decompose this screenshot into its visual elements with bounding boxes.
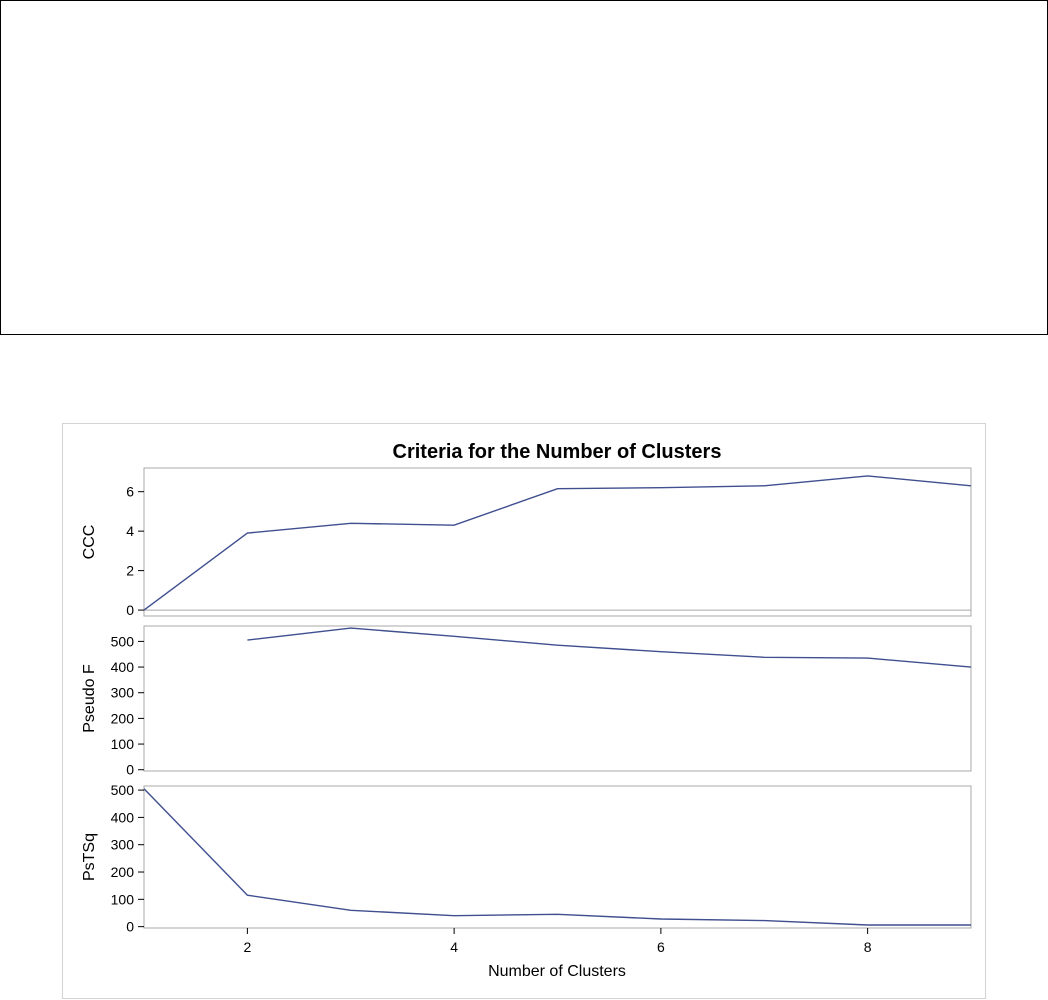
pstsq-y-tick-label: 200 <box>111 864 135 880</box>
ccc-y-tick-label: 6 <box>126 484 134 500</box>
ccc-data-point <box>246 532 249 535</box>
ccc-data-point <box>970 484 973 487</box>
ccc-y-axis-label: CCC <box>81 525 98 560</box>
ccc-y-tick-label: 2 <box>126 563 134 579</box>
ccc-data-point <box>659 486 662 489</box>
pseudo-f-data-point <box>970 666 973 669</box>
pstsq-data-point <box>659 917 662 920</box>
pseudo-f-data-point <box>556 644 559 647</box>
pseudo-f-y-tick-label: 400 <box>111 659 135 675</box>
pseudo-f-series-line <box>247 627 972 668</box>
pstsq-data-point <box>866 923 869 926</box>
pseudo-f-data-point <box>246 639 249 642</box>
pseudo-f-y-tick-label: 500 <box>111 633 135 649</box>
ccc-y-tick-label: 4 <box>126 523 134 539</box>
pseudo-f-data-point <box>659 650 662 653</box>
pstsq-y-tick-label: 100 <box>111 891 135 907</box>
pstsq-data-point <box>246 894 249 897</box>
pstsq-data-point <box>453 914 456 917</box>
pseudo-f-y-tick-label: 0 <box>126 762 134 778</box>
pseudo-f-data-point <box>866 657 869 660</box>
pseudo-f-data-point <box>763 656 766 659</box>
ccc-data-point <box>349 522 352 525</box>
pstsq-y-tick-label: 300 <box>111 837 135 853</box>
x-tick-label: 2 <box>243 939 251 955</box>
cluster-criteria-figure: Criteria for the Number of Clusters Numb… <box>62 423 986 999</box>
pstsq-series-line <box>143 788 971 926</box>
pstsq-y-tick-label: 500 <box>111 782 135 798</box>
cluster-criteria-chart: Criteria for the Number of Clusters Numb… <box>81 441 973 980</box>
pstsq-data-point <box>763 919 766 922</box>
pstsq-data-point <box>970 923 973 926</box>
pseudo-f-y-tick-label: 100 <box>111 736 135 752</box>
pstsq-panel-frame <box>143 785 972 929</box>
pstsq-data-point <box>349 909 352 912</box>
pseudo-f-panel-frame <box>143 625 972 772</box>
ccc-data-point <box>763 484 766 487</box>
pstsq-data-point <box>143 787 146 790</box>
ccc-data-point <box>143 609 146 612</box>
ccc-y-tick-label: 0 <box>126 602 134 618</box>
pseudo-f-y-tick-label: 200 <box>111 710 135 726</box>
x-tick-label: 8 <box>864 939 872 955</box>
ccc-data-point <box>556 487 559 490</box>
pseudo-f-y-axis-label: Pseudo F <box>81 664 98 733</box>
chart-title: Criteria for the Number of Clusters <box>393 441 722 463</box>
pstsq-y-tick-label: 400 <box>111 809 135 825</box>
pseudo-f-data-point <box>349 627 352 630</box>
ccc-series-line <box>143 475 972 611</box>
ccc-data-point <box>866 474 869 477</box>
ccc-data-point <box>453 524 456 527</box>
pstsq-data-point <box>556 913 559 916</box>
x-tick-label: 6 <box>657 939 665 955</box>
x-axis-label: Number of Clusters <box>488 963 626 980</box>
ccc-panel-frame <box>143 467 972 617</box>
empty-output-box <box>0 0 1048 335</box>
pstsq-y-axis-label: PsTSq <box>81 833 98 881</box>
x-tick-label: 4 <box>450 939 458 955</box>
pseudo-f-y-tick-label: 300 <box>111 685 135 701</box>
pseudo-f-data-point <box>453 635 456 638</box>
pstsq-y-tick-label: 0 <box>126 919 134 935</box>
